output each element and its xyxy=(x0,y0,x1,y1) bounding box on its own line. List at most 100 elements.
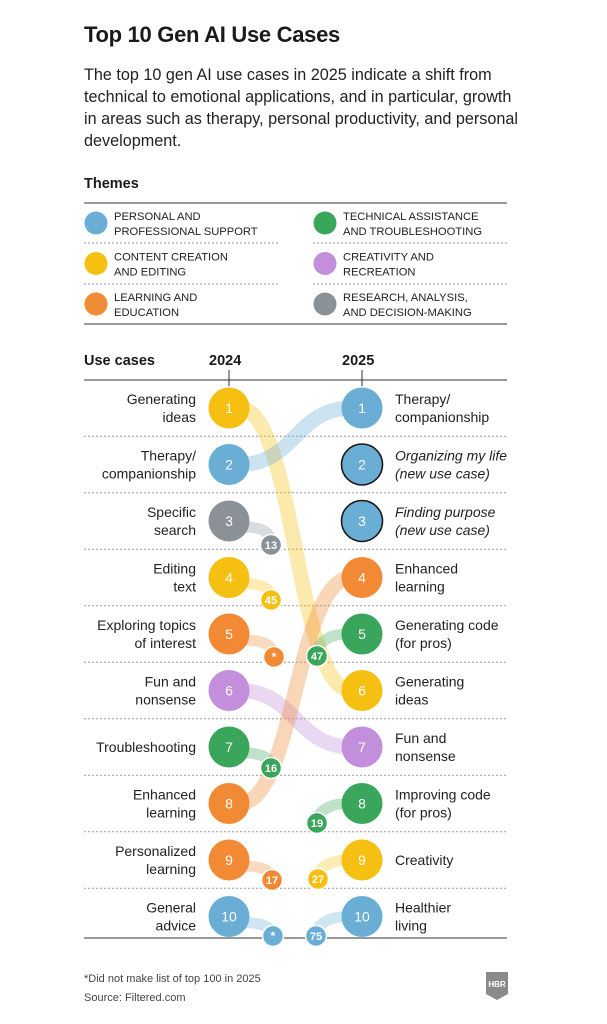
legend-swatch-learning xyxy=(84,292,108,316)
use-case-2025-label: Organizing my life xyxy=(395,448,507,464)
rank-circle-2024 xyxy=(208,670,250,711)
chart-title: Top 10 Gen AI Use Cases xyxy=(84,22,340,47)
previous-rank-badge xyxy=(259,533,283,557)
legend-label-content: AND EDITING xyxy=(114,267,186,279)
year-2025-label: 2025 xyxy=(342,353,375,369)
rank-circle-2025 xyxy=(341,783,383,824)
use-case-2024-label: General xyxy=(146,900,196,916)
previous-rank-badge xyxy=(260,868,284,892)
previous-rank-badge xyxy=(261,924,285,948)
rank-circle-2024 xyxy=(208,444,250,485)
legend-swatch-technical xyxy=(313,211,337,235)
rank-number-2024: 3 xyxy=(225,513,233,529)
flow-1 xyxy=(231,400,360,698)
use-case-2024-label: Personalized xyxy=(115,843,196,859)
previous-rank-label: 75 xyxy=(310,931,322,943)
legend-label-learning: LEARNING AND xyxy=(114,292,197,304)
legend-label-technical: TECHNICAL ASSISTANCE xyxy=(343,211,479,223)
use-case-2024-label: advice xyxy=(156,918,197,934)
flow-6 xyxy=(231,683,360,755)
rank-number-2024: 1 xyxy=(225,400,233,416)
legend-label-research: RESEARCH, ANALYSIS, xyxy=(343,292,468,304)
flow-8 xyxy=(231,570,360,811)
use-case-2024-label: Exploring topics xyxy=(97,617,196,633)
rank-number-2025: 5 xyxy=(358,626,366,642)
legend-label-technical: AND TROUBLESHOOTING xyxy=(343,226,482,238)
previous-rank-badge xyxy=(305,644,329,668)
rank-circle-2025 xyxy=(341,557,383,598)
legend-label-personal: PERSONAL AND xyxy=(114,211,201,223)
previous-rank-label: 47 xyxy=(311,651,323,663)
rank-circle-2025 xyxy=(341,387,383,429)
use-case-2024-label: learning xyxy=(146,861,196,877)
rank-circle-2024 xyxy=(208,387,250,429)
use-case-2024-label: Enhanced xyxy=(133,787,196,803)
legend-label-personal: PROFESSIONAL SUPPORT xyxy=(114,226,258,238)
use-case-2025-label: ideas xyxy=(395,692,428,708)
legend-swatch-creativity xyxy=(313,252,337,275)
rank-circle-2025 xyxy=(341,670,383,711)
rank-circle-2025 xyxy=(340,443,384,486)
use-case-2024-label: nonsense xyxy=(135,692,196,708)
use-case-2024-label: companionship xyxy=(102,466,196,482)
rank-circle-2024 xyxy=(208,896,250,937)
use-case-2025-label: Finding purpose xyxy=(395,504,496,520)
legend-label-creativity: RECREATION xyxy=(343,267,416,279)
rank-number-2025: 2 xyxy=(358,457,366,473)
rank-number-2025: 1 xyxy=(358,400,366,416)
themes-heading: Themes xyxy=(84,176,139,192)
use-case-2024-label: Troubleshooting xyxy=(96,739,196,755)
rank-number-2024: 7 xyxy=(225,739,233,755)
chart-subtitle: The top 10 gen AI use cases in 2025 indi… xyxy=(84,66,519,150)
previous-rank-label: 17 xyxy=(266,875,278,887)
use-case-2024-label: Specific xyxy=(147,504,196,520)
previous-rank-badge xyxy=(305,811,329,835)
rank-number-2025: 4 xyxy=(358,570,366,586)
use-case-2024-label: Editing xyxy=(153,561,196,577)
hbr-logo: HBR xyxy=(486,972,508,1000)
previous-rank-label: 19 xyxy=(311,818,323,830)
footnote: *Did not make list of top 100 in 2025 xyxy=(84,973,261,985)
legend-label-research: AND DECISION-MAKING xyxy=(343,307,472,319)
rank-number-2025: 7 xyxy=(358,739,366,755)
previous-rank-label: * xyxy=(272,650,277,664)
use-case-2025-label: Improving code xyxy=(395,787,491,803)
hbr-logo-shield xyxy=(486,972,508,1000)
rank-number-2024: 6 xyxy=(225,683,233,699)
use-case-2025-label: Fun and xyxy=(395,730,446,746)
use-case-2024-label: of interest xyxy=(135,635,197,651)
use-case-2025-label: Creativity xyxy=(395,852,453,868)
use-cases-heading: Use cases xyxy=(84,353,155,369)
rank-number-2025: 8 xyxy=(358,796,366,812)
use-case-2024-label: learning xyxy=(146,805,196,821)
source-note: Source: Filtered.com xyxy=(84,992,186,1004)
rank-circle-2025 xyxy=(340,499,384,543)
rank-circle-2024 xyxy=(208,839,250,881)
rank-circle-2024 xyxy=(208,613,250,655)
rank-number-2024: 8 xyxy=(225,796,233,812)
flows xyxy=(231,400,360,942)
rank-circle-2025 xyxy=(341,896,383,937)
rank-circle-2024 xyxy=(208,500,250,542)
previous-rank-badge xyxy=(259,588,283,612)
use-case-2024-label: Fun and xyxy=(145,674,196,690)
hbr-logo-text: HBR xyxy=(488,980,506,989)
use-case-2025-label: (new use case) xyxy=(395,466,490,482)
use-case-2025-label: Generating code xyxy=(395,617,499,633)
rank-number-2025: 3 xyxy=(358,513,366,529)
rank-circle-2024 xyxy=(208,557,250,598)
previous-rank-badge xyxy=(262,645,286,669)
legend-swatch-personal xyxy=(84,211,108,235)
rank-number-2025: 6 xyxy=(358,683,366,699)
use-case-2025-label: Therapy/ xyxy=(395,391,450,407)
rank-number-2024: 2 xyxy=(225,457,233,473)
previous-rank-badge xyxy=(306,867,330,891)
rank-circle-2025 xyxy=(341,839,383,881)
previous-rank-label: * xyxy=(271,929,276,943)
flow-2 xyxy=(231,400,360,472)
rank-number-2024: 4 xyxy=(225,570,233,586)
use-case-2024-label: Therapy/ xyxy=(141,448,196,464)
use-case-2024-label: search xyxy=(154,522,196,538)
use-case-2025-label: nonsense xyxy=(395,748,456,764)
